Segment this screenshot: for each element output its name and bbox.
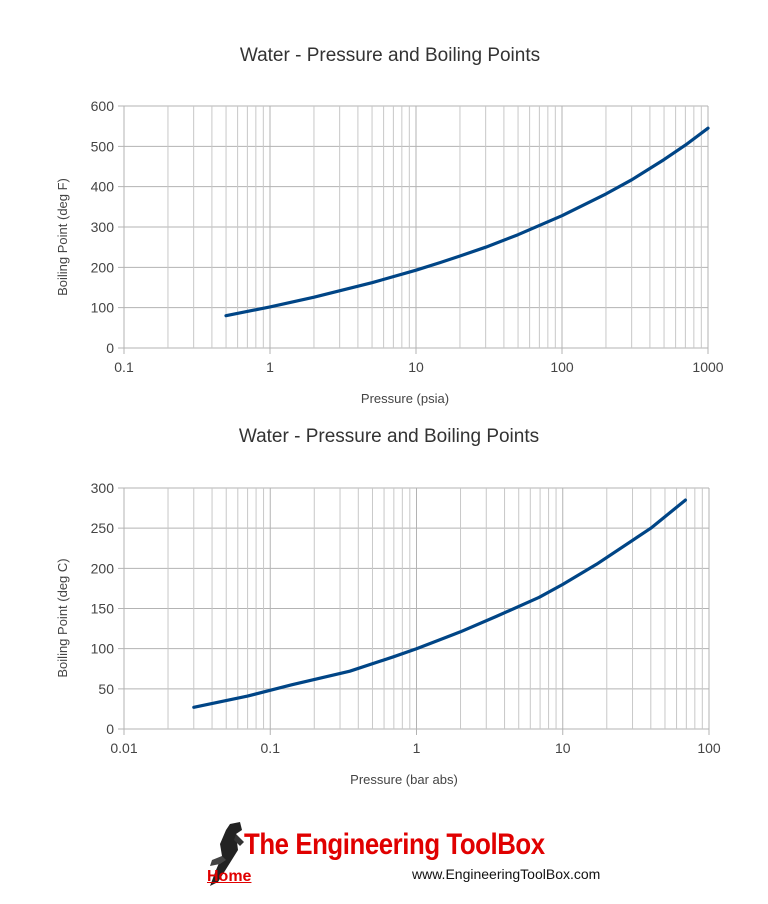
x-tick-label: 100: [697, 740, 721, 756]
runner-figure-icon: [210, 822, 244, 886]
y-tick-label: 50: [98, 681, 114, 697]
y-tick-label: 300: [91, 480, 115, 496]
chart-boiling-point-celsius: Water - Pressure and Boiling Points 0 50 1…: [55, 426, 721, 787]
y-tick-label: 0: [106, 340, 114, 356]
y-axis-title: Boiling Point (deg F): [55, 178, 70, 296]
y-tick-label: 600: [91, 98, 115, 114]
x-tick-label: 10: [408, 359, 424, 375]
series-line: [224, 126, 710, 318]
y-tick-label: 300: [91, 219, 115, 235]
home-link[interactable]: Home: [207, 868, 252, 885]
chart-title: Water - Pressure and Boiling Points: [239, 426, 539, 447]
x-axis-ticks: 0.1 1 10 100 1000: [114, 359, 724, 375]
y-tick-label: 500: [91, 138, 115, 154]
series-group: [224, 126, 710, 318]
engineering-toolbox-logo: The Engineering ToolBox Home www.Enginee…: [200, 818, 620, 892]
y-tick-label: 100: [91, 300, 115, 316]
y-axis-ticks: 0 100 200 300 400 500 600: [91, 98, 115, 356]
x-tick-label: 1: [266, 359, 274, 375]
x-axis-title: Pressure (psia): [361, 391, 449, 406]
y-tick-label: 250: [91, 520, 115, 536]
x-tick-label: 1: [413, 740, 421, 756]
logo-title: The Engineering ToolBox: [244, 828, 545, 861]
y-tick-label: 200: [91, 259, 115, 275]
x-axis-ticks: 0.01 0.1 1 10 100: [110, 740, 721, 756]
y-tick-label: 0: [106, 721, 114, 737]
y-tick-label: 100: [91, 641, 115, 657]
y-tick-label: 200: [91, 560, 115, 576]
y-axis-title: Boiling Point (deg C): [55, 558, 70, 677]
site-url: www.EngineeringToolBox.com: [412, 866, 601, 882]
x-tick-label: 10: [555, 740, 571, 756]
grid: [118, 105, 709, 354]
series-group: [192, 498, 688, 709]
grid: [118, 487, 710, 735]
chart-title: Water - Pressure and Boiling Points: [240, 45, 540, 66]
x-axis-title: Pressure (bar abs): [350, 772, 458, 787]
x-tick-label: 0.01: [110, 740, 137, 756]
y-tick-label: 400: [91, 179, 115, 195]
x-tick-label: 0.1: [261, 740, 281, 756]
y-axis-ticks: 0 50 100 150 200 250 300: [91, 480, 115, 737]
series-line: [192, 498, 688, 709]
x-tick-label: 0.1: [114, 359, 134, 375]
y-tick-label: 150: [91, 601, 115, 617]
x-tick-label: 100: [550, 359, 574, 375]
chart-boiling-point-fahrenheit: Water - Pressure and Boiling Points 0100…: [55, 45, 724, 406]
charts: Water - Pressure and Boiling Points 0100…: [55, 45, 724, 787]
x-tick-label: 1000: [692, 359, 723, 375]
